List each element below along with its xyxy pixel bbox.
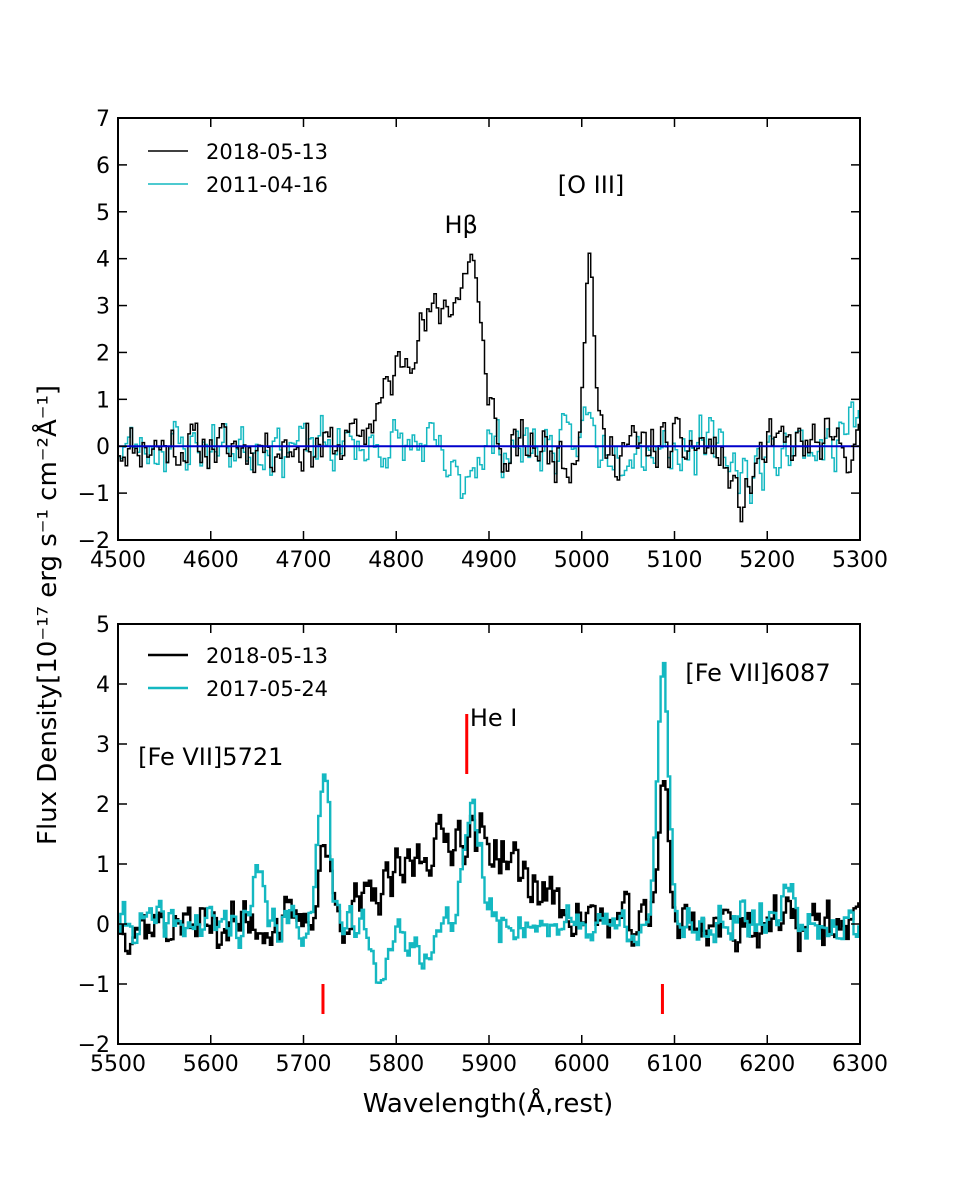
- y-axis-label: Flux Density[10⁻¹⁷ erg s⁻¹ cm⁻²Å⁻¹]: [31, 385, 63, 845]
- y-tick-label: 0: [96, 435, 110, 460]
- x-tick-label: 5900: [461, 1052, 517, 1077]
- annotation-hbeta: Hβ: [444, 211, 477, 239]
- x-axis-label: Wavelength(Å,rest): [363, 1087, 613, 1119]
- y-tick-label: −2: [78, 529, 110, 554]
- y-tick-label: 5: [96, 613, 110, 638]
- x-tick-label: 5800: [368, 1052, 424, 1077]
- x-tick-label: 5100: [647, 548, 703, 573]
- y-tick-label: 2: [96, 793, 110, 818]
- series-line-2011-04-16-top: [118, 401, 860, 504]
- y-tick-label: 3: [96, 733, 110, 758]
- x-tick-label: 5000: [554, 548, 610, 573]
- y-tick-label: 2: [96, 341, 110, 366]
- y-tick-label: 3: [96, 295, 110, 320]
- x-tick-label: 4900: [461, 548, 517, 573]
- x-tick-label: 4500: [90, 548, 146, 573]
- x-tick-label: 6000: [554, 1052, 610, 1077]
- x-tick-label: 5700: [276, 1052, 332, 1077]
- bottom-plot-area: [118, 661, 860, 1014]
- bottom-legend: 2018-05-13 2017-05-24: [148, 644, 328, 701]
- annotation-fe-vii-5721: [Fe VII]5721: [138, 743, 283, 771]
- y-tick-label: 1: [96, 853, 110, 878]
- x-tick-label: 4800: [368, 548, 424, 573]
- x-tick-label: 6300: [832, 1052, 888, 1077]
- y-tick-label: 7: [96, 107, 110, 132]
- x-tick-label: 4600: [183, 548, 239, 573]
- annotation-oiii: [O III]: [558, 171, 624, 199]
- y-tick-label: 5: [96, 201, 110, 226]
- annotation-fe-vii-6087: [Fe VII]6087: [685, 659, 830, 687]
- y-tick-label: 1: [96, 388, 110, 413]
- top-legend: 2018-05-13 2011-04-16: [148, 140, 328, 197]
- y-tick-label: −1: [78, 482, 110, 507]
- series-line-2018-05-13-bottom: [118, 780, 860, 955]
- bottom-panel: 5500 5600 5700 5800 5900 6000 6100 6200 6300 −2 −1…: [78, 613, 888, 1077]
- y-tick-label: 6: [96, 154, 110, 179]
- top-panel: 4500 4600 4700 4800 4900 5000 5100 5200 5300 −2 −1…: [78, 107, 888, 573]
- top-plot-area: [118, 252, 860, 523]
- y-tick-label: −1: [78, 973, 110, 998]
- legend-label-2017-05-24: 2017-05-24: [206, 677, 328, 701]
- series-line-2018-05-13-top: [118, 252, 860, 523]
- y-tick-label: 0: [96, 913, 110, 938]
- y-tick-label: 4: [96, 673, 110, 698]
- bottom-ticks: 5500 5600 5700 5800 5900 6000 6100 6200 6300 −2 −1…: [78, 613, 888, 1077]
- series-line-2017-05-24-bottom: [118, 661, 860, 984]
- x-tick-label: 5300: [832, 548, 888, 573]
- legend-label-2018-05-13-bottom: 2018-05-13: [206, 644, 328, 668]
- y-tick-label: 4: [96, 248, 110, 273]
- annotation-he-i: He I: [470, 704, 518, 732]
- legend-label-2011-04-16: 2011-04-16: [206, 173, 328, 197]
- x-tick-label: 6200: [739, 1052, 795, 1077]
- y-tick-label: −2: [78, 1033, 110, 1058]
- x-tick-label: 4700: [276, 548, 332, 573]
- x-tick-label: 5200: [739, 548, 795, 573]
- x-tick-label: 5600: [183, 1052, 239, 1077]
- top-ticks: 4500 4600 4700 4800 4900 5000 5100 5200 5300 −2 −1…: [78, 107, 888, 573]
- legend-label-2018-05-13: 2018-05-13: [206, 140, 328, 164]
- x-tick-label: 6100: [647, 1052, 703, 1077]
- x-tick-label: 5500: [90, 1052, 146, 1077]
